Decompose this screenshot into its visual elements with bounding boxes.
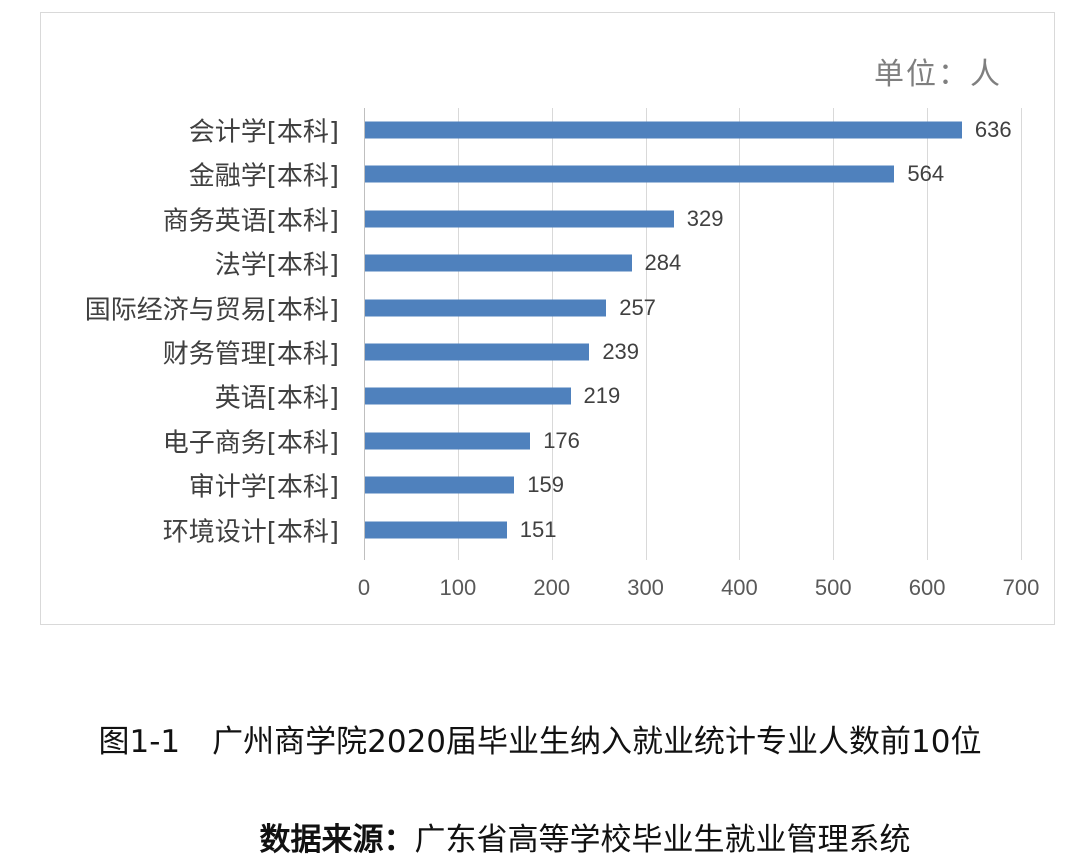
category-label: 电子商务[本科] <box>162 428 339 459</box>
unit-label: 单位：人 <box>874 57 1002 92</box>
value-label: 219 <box>583 383 621 409</box>
x-tick-label: 700 <box>1002 575 1040 600</box>
gridline <box>457 108 459 560</box>
value-label: 564 <box>907 161 945 187</box>
category-label: 会计学[本科] <box>188 117 339 148</box>
chart-frame: 单位：人 0 100 200 300 400 500 600 700 会计学[本科] 636 金融学… <box>40 12 1055 625</box>
bar <box>365 521 507 539</box>
category-label: 审计学[本科] <box>188 472 339 503</box>
category-label: 商务英语[本科] <box>162 206 339 237</box>
bar <box>365 476 515 494</box>
x-tick-label: 0 <box>357 575 371 600</box>
category-label: 国际经济与贸易[本科] <box>84 295 339 326</box>
value-label: 257 <box>619 294 656 320</box>
value-label: 636 <box>974 117 1012 142</box>
gridline <box>927 108 929 560</box>
figure-title: 广州商学院2020届毕业生纳入就业统计专业人数前10位 <box>212 724 982 760</box>
value-label: 159 <box>527 472 564 498</box>
value-label: 151 <box>519 516 557 542</box>
gridline <box>1021 108 1022 560</box>
x-tick-label: 500 <box>814 575 852 600</box>
figure-caption: 图1-1 广州商学院2020届毕业生纳入就业统计专业人数前10位 <box>0 716 1080 761</box>
data-source: 数据来源：广东省高等学校毕业生就业管理系统 <box>0 814 1080 859</box>
bar <box>365 343 590 361</box>
source-colon: ： <box>383 822 415 858</box>
category-label: 财务管理[本科] <box>162 339 339 370</box>
figure-number: 图1-1 <box>98 724 181 760</box>
x-tick-label: 100 <box>439 575 477 600</box>
category-label: 金融学[本科] <box>188 161 339 192</box>
category-label: 法学[本科] <box>214 250 339 281</box>
y-axis-line <box>364 108 365 560</box>
gridline <box>645 108 647 560</box>
value-label: 239 <box>602 339 640 364</box>
gridline <box>833 108 835 560</box>
category-label: 环境设计[本科] <box>162 517 339 548</box>
bar <box>365 254 632 272</box>
bar <box>365 432 531 450</box>
plot-area: 0 100 200 300 400 500 600 700 会计学[本科] 636 金融学[本科] 5… <box>41 13 1054 624</box>
gridline <box>739 108 741 560</box>
bar <box>365 210 674 228</box>
bar <box>365 121 962 139</box>
gridline <box>551 108 553 560</box>
x-tick-label: 600 <box>908 575 946 600</box>
x-tick-label: 300 <box>627 575 664 600</box>
category-label: 英语[本科] <box>214 383 339 414</box>
source-text: 广东省高等学校毕业生就业管理系统 <box>414 822 911 858</box>
bar <box>365 299 607 317</box>
bar <box>365 165 895 183</box>
x-tick-label: 400 <box>721 575 758 600</box>
value-label: 329 <box>686 205 724 231</box>
x-tick-label: 200 <box>533 575 571 600</box>
source-prefix: 数据来源 <box>259 822 384 858</box>
value-label: 176 <box>543 427 580 453</box>
bar <box>365 387 571 405</box>
value-label: 284 <box>644 250 682 276</box>
